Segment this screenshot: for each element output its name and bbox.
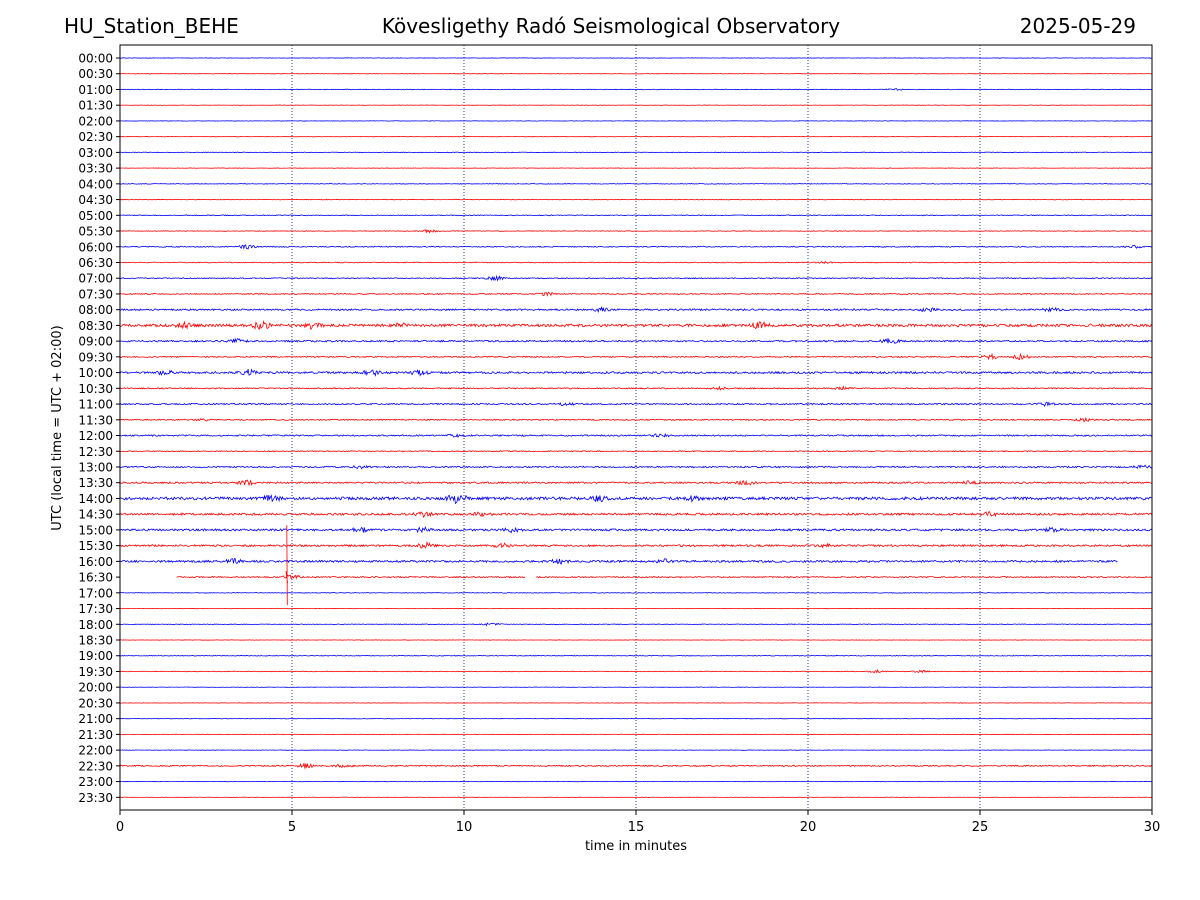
trace-1930: [119, 668, 1153, 674]
chart-date: 2025-05-29: [1019, 14, 1136, 38]
y-tick-label: 01:00: [78, 83, 113, 97]
trace-1100: [119, 401, 1153, 407]
x-tick-label: 15: [628, 820, 645, 835]
trace-0300: [119, 151, 1153, 154]
y-tick-label: 08:00: [78, 303, 113, 317]
trace-1230: [119, 450, 1153, 453]
y-tick-label: 09:30: [78, 350, 113, 364]
x-axis-label: time in minutes: [585, 839, 687, 854]
y-tick-label: 06:00: [78, 240, 113, 254]
trace-1000: [119, 368, 1153, 377]
y-axis-label: UTC (local time = UTC + 02:00): [50, 325, 65, 530]
trace-0830: [119, 320, 1153, 331]
trace-0400: [119, 183, 1153, 185]
y-tick-label: 16:30: [78, 571, 113, 585]
trace-0100: [119, 88, 1153, 91]
y-tick-label: 03:30: [78, 162, 113, 176]
y-tick-label: 00:30: [78, 67, 113, 81]
y-tick-label: 06:30: [78, 256, 113, 270]
y-tick-label: 07:00: [78, 272, 113, 286]
y-tick-label: 18:00: [78, 618, 113, 632]
y-tick-label: 11:00: [78, 398, 113, 412]
y-tick-label: 14:30: [78, 508, 113, 522]
trace-1300: [119, 464, 1153, 470]
x-tick-label: 10: [456, 820, 473, 835]
y-tick-label: 22:30: [78, 759, 113, 773]
trace-1200: [119, 432, 1153, 439]
y-tick-label: 23:30: [78, 791, 113, 805]
y-tick-label: 13:00: [78, 460, 113, 474]
y-tick-label: 20:00: [78, 681, 113, 695]
x-tick-label: 25: [972, 820, 989, 835]
y-tick-label: 16:00: [78, 555, 113, 569]
y-tick-label: 15:30: [78, 539, 113, 553]
y-tick-label: 01:30: [78, 99, 113, 113]
y-tick-label: 11:30: [78, 413, 113, 427]
trace-1500: [119, 525, 1153, 534]
y-tick-label: 21:00: [78, 712, 113, 726]
trace-1700: [119, 592, 1153, 594]
y-tick-label: 02:00: [78, 114, 113, 128]
y-tick-label: 09:00: [78, 335, 113, 349]
y-tick-label: 15:00: [78, 523, 113, 537]
trace-2230: [119, 762, 1153, 769]
y-tick-label: 19:00: [78, 649, 113, 663]
trace-1600: [119, 558, 1118, 565]
y-tick-label: 12:30: [78, 445, 113, 459]
trace-1430: [119, 511, 1153, 519]
chart-title: Kövesligethy Radó Seismological Observat…: [381, 14, 841, 38]
x-axis: 0 5 10 15 20 25 30: [116, 810, 1160, 835]
x-tick-label: 20: [800, 820, 817, 835]
trace-0500: [119, 214, 1153, 217]
y-tick-label: 04:30: [78, 193, 113, 207]
trace-0900: [119, 337, 1153, 345]
y-tick-label: 14:00: [78, 492, 113, 506]
seismogram-traces: [119, 57, 1153, 798]
y-tick-label: 17:00: [78, 586, 113, 600]
y-tick-label: 13:30: [78, 476, 113, 490]
trace-1400: [119, 494, 1153, 505]
x-tick-label: 5: [288, 820, 296, 835]
y-tick-label: 12:00: [78, 429, 113, 443]
trace-1030: [119, 385, 1153, 391]
y-tick-label: 03:00: [78, 146, 113, 160]
trace-0700: [119, 274, 1153, 282]
y-tick-label: 05:30: [78, 225, 113, 239]
y-tick-label: 20:30: [78, 696, 113, 710]
y-tick-label: 22:00: [78, 744, 113, 758]
y-tick-label: 04:00: [78, 177, 113, 191]
y-tick-label: 07:30: [78, 287, 113, 301]
trace-1330: [119, 479, 1153, 487]
x-tick-label: 0: [116, 820, 124, 835]
y-tick-label: 10:30: [78, 382, 113, 396]
trace-1630: [176, 525, 1153, 606]
y-tick-label: 19:30: [78, 665, 113, 679]
station-name: HU_Station_BEHE: [64, 14, 239, 38]
y-tick-label: 08:30: [78, 319, 113, 333]
y-tick-label: 02:30: [78, 130, 113, 144]
y-tick-label: 10:00: [78, 366, 113, 380]
x-tick-label: 30: [1144, 820, 1161, 835]
trace-1800: [119, 622, 1153, 627]
trace-0730: [119, 291, 1153, 297]
trace-0630: [119, 260, 1153, 265]
y-tick-label: 17:30: [78, 602, 113, 616]
trace-0800: [119, 305, 1153, 314]
trace-1130: [119, 416, 1153, 423]
trace-0430: [119, 198, 1153, 201]
trace-1530: [119, 541, 1153, 549]
grid-lines: [291, 45, 981, 810]
y-tick-label: 05:00: [78, 209, 113, 223]
trace-0600: [120, 244, 1153, 250]
y-tick-label: 23:00: [78, 775, 113, 789]
trace-1900: [119, 654, 1153, 657]
trace-0930: [119, 352, 1153, 361]
trace-0530: [119, 229, 1153, 234]
y-tick-label: 21:30: [78, 728, 113, 742]
y-tick-label: 00:00: [78, 52, 113, 66]
y-tick-label: 18:30: [78, 634, 113, 648]
